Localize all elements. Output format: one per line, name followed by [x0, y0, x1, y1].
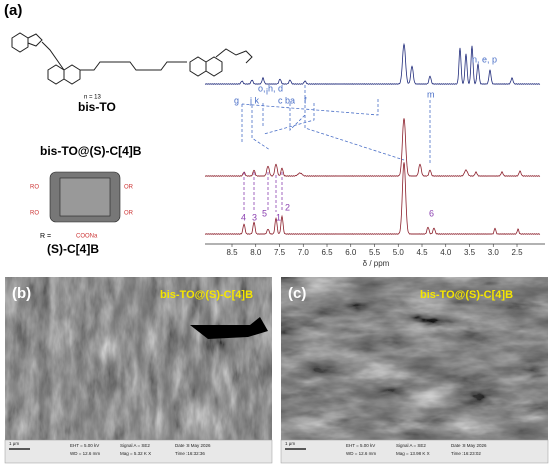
- info: Mag = 5.32 K X: [120, 451, 151, 456]
- correlation-lines: [241, 85, 431, 165]
- r-prefix: R =: [40, 233, 51, 240]
- panel-label: (b): [12, 285, 31, 302]
- info: Date :8 May 2026: [175, 443, 211, 448]
- host-peak: 1: [276, 212, 281, 222]
- info: EHT = 5.00 kV: [346, 443, 375, 448]
- spectrum: [205, 118, 541, 177]
- host-peak: 3: [252, 212, 257, 222]
- svg-text:OR: OR: [124, 185, 134, 191]
- svg-text:OR: OR: [124, 211, 134, 217]
- tick-label: 5.0: [393, 248, 405, 257]
- tick-label: 2.5: [511, 248, 523, 257]
- info: Time :16:32:36: [175, 451, 205, 456]
- tick-label: 8.5: [226, 248, 238, 257]
- tick-label: 6.0: [345, 248, 357, 257]
- tick-label: 7.5: [274, 248, 286, 257]
- tick-label: 6.5: [321, 248, 333, 257]
- spectrum: [205, 42, 541, 85]
- tick-label: 8.0: [250, 248, 262, 257]
- info: EHT = 5.00 kV: [70, 443, 99, 448]
- molecule-bis-to: [11, 32, 253, 85]
- svg-text:RO: RO: [30, 211, 39, 217]
- complex-name: bis-TO@(S)-C[4]B: [40, 144, 142, 158]
- r-group: COONa: [76, 234, 98, 240]
- peak-label: c b: [278, 95, 290, 105]
- peak-label: n, e, p: [472, 54, 497, 64]
- tick-label: 4.0: [440, 248, 452, 257]
- peak-label: a: [290, 95, 295, 105]
- peak-label: j k: [249, 95, 260, 105]
- tick-label: 7.0: [298, 248, 310, 257]
- spectra: [205, 42, 541, 235]
- host-sketch: RO OR RO OR: [30, 171, 134, 223]
- tick-label: 3.5: [464, 248, 476, 257]
- peak-label: m: [427, 89, 435, 99]
- host-name: (S)-C[4]B: [47, 242, 99, 256]
- sem-c: [280, 277, 549, 464]
- peak-label: i: [266, 86, 268, 96]
- info: Time :16:23:02: [451, 451, 481, 456]
- host-peak: 5: [262, 208, 267, 218]
- panel-label: (c): [288, 285, 306, 302]
- tick-label: 4.5: [416, 248, 428, 257]
- info-bar-c: 1 μm EHT = 5.00 kV WD = 12.6 mm Signal A…: [285, 441, 487, 456]
- sem-overlay: bis-TO@(S)-C[4]B: [160, 289, 253, 301]
- info: WD = 12.6 mm: [346, 451, 376, 456]
- info: WD = 12.6 mm: [70, 451, 100, 456]
- info: Date :8 May 2026: [451, 443, 487, 448]
- svg-text:RO: RO: [30, 185, 39, 191]
- nmr-axis-label: δ / ppm: [363, 259, 390, 268]
- scale: 1 μm: [9, 441, 19, 446]
- tick-label: 5.5: [369, 248, 381, 257]
- sem-overlay: bis-TO@(S)-C[4]B: [420, 289, 513, 301]
- tick-label: 3.0: [488, 248, 500, 257]
- sem-b: [4, 277, 273, 464]
- scale: 1 μm: [285, 441, 295, 446]
- host-peak: 4: [241, 212, 246, 222]
- host-peak: 2: [285, 202, 290, 212]
- molecule-name: bis-TO: [78, 100, 116, 114]
- info: Signal A = SE2: [120, 443, 150, 448]
- spectrum: [205, 162, 541, 235]
- peak-label: o, h, d: [258, 83, 283, 93]
- panel-label: (a): [4, 2, 22, 19]
- info: Signal A = SE2: [396, 443, 426, 448]
- info: Mag = 13.98 K X: [396, 451, 430, 456]
- host-peak: 6: [429, 208, 434, 218]
- peak-label: g: [234, 95, 239, 105]
- info-bar-b: 1 μm EHT = 5.00 kV WD = 12.6 mm Signal A…: [9, 441, 211, 456]
- repeat-n: n = 13: [84, 95, 102, 101]
- nmr-ticks: 8.5 8.0 7.5 7.0 6.5 6.0 5.5 5.0 4.5 4.0 3.5 3.0 2.5: [226, 244, 523, 257]
- peak-label: f: [304, 95, 307, 105]
- host-lines: [243, 172, 283, 212]
